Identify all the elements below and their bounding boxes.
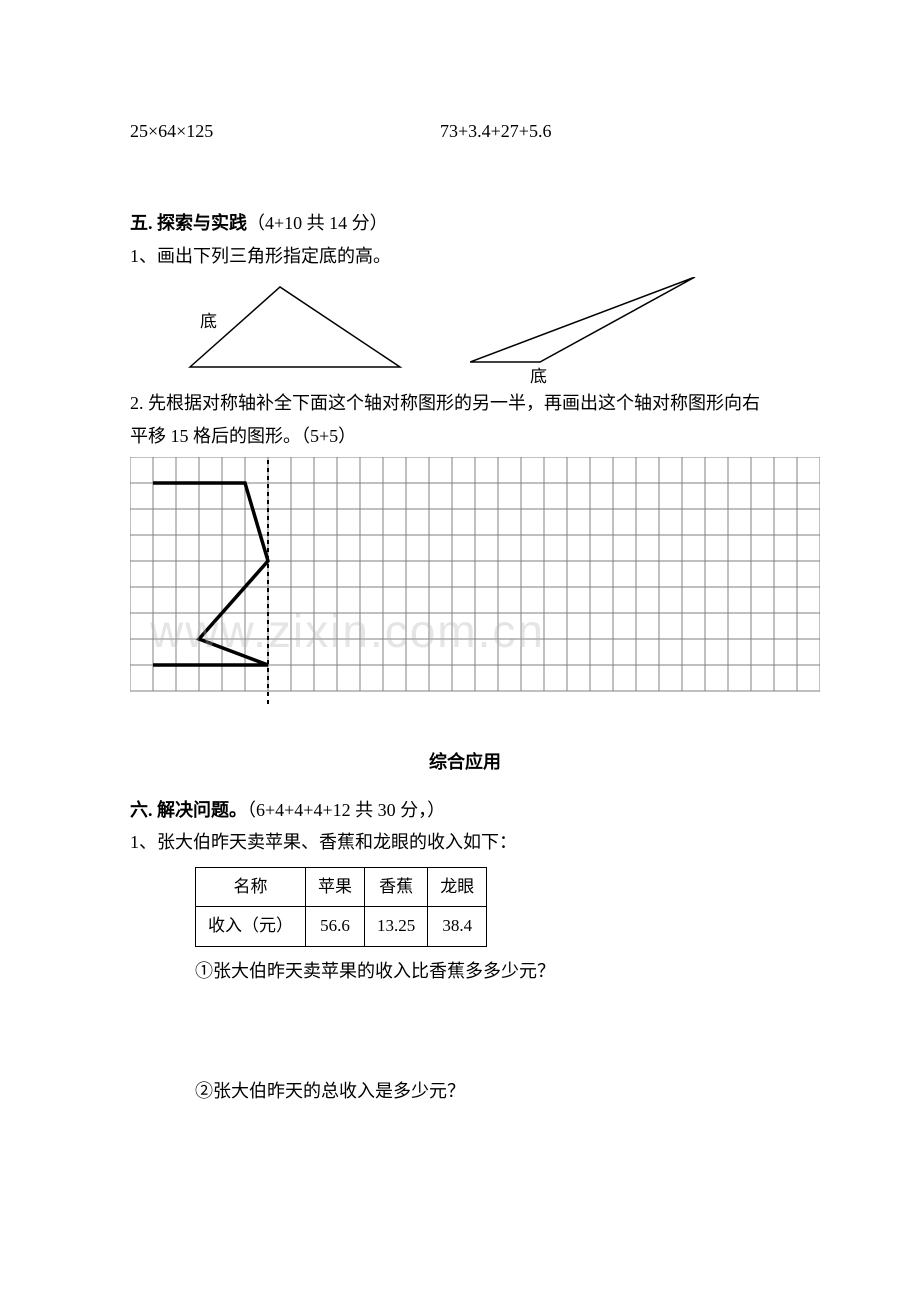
fruit-income-table: 名称苹果香蕉龙眼 收入（元）56.613.2538.4 [195, 867, 487, 947]
table-header-cell: 名称 [196, 867, 306, 907]
triangle1-base-label: 底 [200, 307, 217, 338]
expression-left: 25×64×125 [130, 115, 440, 147]
mid-title: 综合应用 [130, 746, 800, 778]
section5-heading: 五. 探索与实践 [130, 213, 247, 233]
table-cell: 13.25 [365, 907, 428, 947]
expression-right: 73+3.4+27+5.6 [440, 115, 551, 147]
grid-figure [130, 457, 800, 721]
section6-sub1: ①张大伯昨天卖苹果的收入比香蕉多多少元？ [195, 955, 800, 987]
section6-heading-line: 六. 解决问题。（6+4+4+4+12 共 30 分，） [130, 794, 800, 826]
section6-sub2: ②张大伯昨天的总收入是多少元？ [195, 1075, 800, 1107]
grid-svg [130, 457, 820, 711]
section5-q2-line2: 平移 15 格后的图形。（5+5） [130, 420, 800, 452]
table-cell: 收入（元） [196, 907, 306, 947]
table-cell: 38.4 [428, 907, 487, 947]
section5-q2-line1: 2. 先根据对称轴补全下面这个轴对称图形的另一半，再画出这个轴对称图形向右 [130, 387, 800, 419]
section5-q1: 1、画出下列三角形指定底的高。 [130, 240, 800, 272]
triangle2-base-label: 底 [530, 362, 547, 393]
section5-points: （4+10 共 14 分） [247, 213, 388, 233]
section6-points: （6+4+4+4+12 共 30 分，） [247, 800, 445, 820]
table-header-cell: 苹果 [306, 867, 365, 907]
triangle-2 [470, 277, 705, 372]
section6-q1: 1、张大伯昨天卖苹果、香蕉和龙眼的收入如下： [130, 826, 800, 858]
table-header-cell: 香蕉 [365, 867, 428, 907]
section6-heading: 六. 解决问题。 [130, 800, 247, 820]
triangle-figures: 底 底 [130, 277, 800, 387]
section5-heading-line: 五. 探索与实践（4+10 共 14 分） [130, 207, 800, 239]
table-cell: 56.6 [306, 907, 365, 947]
table-header-cell: 龙眼 [428, 867, 487, 907]
